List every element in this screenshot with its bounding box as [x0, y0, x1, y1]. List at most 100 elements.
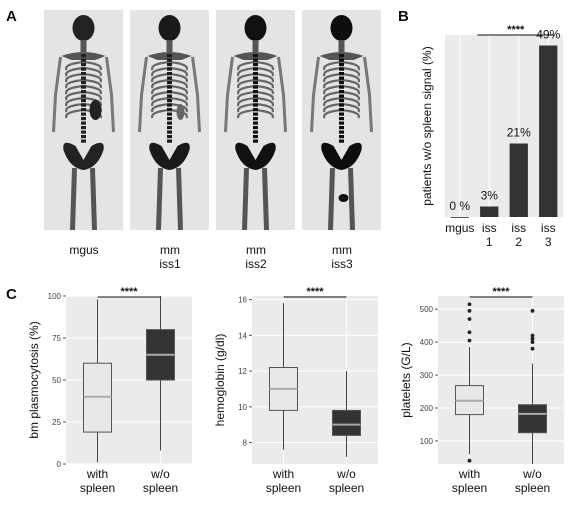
vertebra-shape	[167, 117, 172, 121]
x-tick-label: mgus	[445, 221, 474, 235]
femur-shape	[262, 167, 269, 230]
rib-shape	[323, 72, 342, 83]
significance-label: ****	[492, 286, 510, 298]
y-axis-title: hemoglobin (g/dl)	[213, 334, 227, 427]
vertebra-shape	[81, 135, 86, 139]
vertebra-shape	[81, 130, 86, 134]
rib-shape	[341, 90, 360, 101]
bar	[480, 206, 499, 217]
rib-shape	[323, 66, 342, 77]
rib-shape	[237, 102, 256, 113]
vertebra-shape	[339, 67, 344, 71]
vertebra-shape	[81, 103, 86, 107]
vertebra-shape	[167, 63, 172, 67]
significance-label: ****	[120, 286, 138, 298]
rib-shape	[151, 72, 170, 83]
vertebra-shape	[81, 126, 86, 130]
box	[332, 409, 361, 436]
rib-shape	[237, 72, 256, 83]
rib-shape	[65, 60, 84, 71]
skull-shape	[244, 15, 267, 41]
vertebra-shape	[167, 54, 172, 58]
rib-shape	[341, 96, 360, 107]
pelvis-shape	[235, 142, 276, 170]
vertebra-shape	[339, 121, 344, 125]
arm-shape	[277, 56, 287, 133]
y-tick-label: 10	[238, 403, 247, 412]
x-tick-label: spleen	[266, 481, 301, 495]
scan-label-line1: mgus	[69, 243, 99, 257]
rib-shape	[341, 72, 360, 83]
arm-shape	[363, 56, 373, 133]
vertebra-shape	[253, 130, 258, 134]
scan-image-mgus	[44, 10, 123, 230]
outlier-point	[530, 336, 535, 341]
x-tick-label: 1	[486, 235, 493, 249]
y-tick-label: 200	[420, 404, 434, 413]
pelvis-shape	[63, 142, 104, 170]
rib-shape	[323, 108, 342, 119]
vertebra-shape	[253, 117, 258, 121]
scan-label-mgus: mgus	[44, 243, 124, 257]
rib-shape	[151, 78, 170, 89]
outlier-point	[530, 346, 535, 351]
vertebra-shape	[81, 112, 86, 116]
rib-shape	[323, 96, 342, 107]
femur-shape	[348, 167, 355, 230]
vertebra-shape	[253, 99, 258, 103]
vertebra-shape	[253, 90, 258, 94]
vertebra-shape	[339, 117, 344, 121]
arm-shape	[224, 56, 234, 133]
vertebra-shape	[81, 108, 86, 112]
vertebra-shape	[339, 130, 344, 134]
rib-shape	[151, 90, 170, 101]
y-tick-label: 8	[243, 439, 248, 448]
neck-shape	[252, 40, 259, 52]
rib-shape	[237, 78, 256, 89]
y-tick-label: 400	[420, 338, 434, 347]
rib-shape	[83, 90, 102, 101]
outlier-point	[530, 308, 535, 313]
outlier-point	[530, 340, 535, 345]
rib-shape	[65, 72, 84, 83]
y-tick-label: 300	[420, 371, 434, 380]
rib-shape	[65, 78, 84, 89]
outlier-point	[467, 338, 472, 343]
vertebra-shape	[167, 72, 172, 76]
vertebra-shape	[339, 58, 344, 62]
vertebra-shape	[81, 81, 86, 85]
vertebra-shape	[81, 85, 86, 89]
rib-shape	[65, 90, 84, 101]
rib-shape	[169, 60, 188, 71]
skull-shape	[330, 15, 353, 41]
vertebra-shape	[81, 54, 86, 58]
plot-background	[438, 296, 564, 464]
panel-letter-b: B	[398, 8, 409, 25]
arm-shape	[105, 56, 115, 133]
vertebra-shape	[253, 58, 258, 62]
vertebra-shape	[339, 85, 344, 89]
rib-shape	[341, 78, 360, 89]
vertebra-shape	[339, 90, 344, 94]
rib-shape	[83, 84, 102, 95]
rib-shape	[65, 102, 84, 113]
neck-shape	[80, 40, 87, 52]
rib-shape	[341, 60, 360, 71]
bar	[450, 217, 469, 218]
vertebra-shape	[167, 85, 172, 89]
vertebra-shape	[253, 103, 258, 107]
vertebra-shape	[167, 130, 172, 134]
rib-shape	[341, 108, 360, 119]
rib-shape	[83, 60, 102, 71]
neck-shape	[338, 40, 345, 52]
vertebra-shape	[253, 76, 258, 80]
scan-label-mm-iss1: mm iss1	[130, 243, 210, 271]
rib-shape	[255, 78, 274, 89]
boxplot-platelets: 100200300400500withspleenw/ospleen****pl…	[399, 286, 564, 495]
x-tick-label: iss	[482, 221, 497, 235]
x-tick-label: spleen	[515, 481, 550, 495]
vertebra-shape	[253, 139, 258, 143]
rib-shape	[323, 84, 342, 95]
scan-image-mm-iss3	[302, 10, 381, 230]
x-tick-label: 2	[515, 235, 522, 249]
